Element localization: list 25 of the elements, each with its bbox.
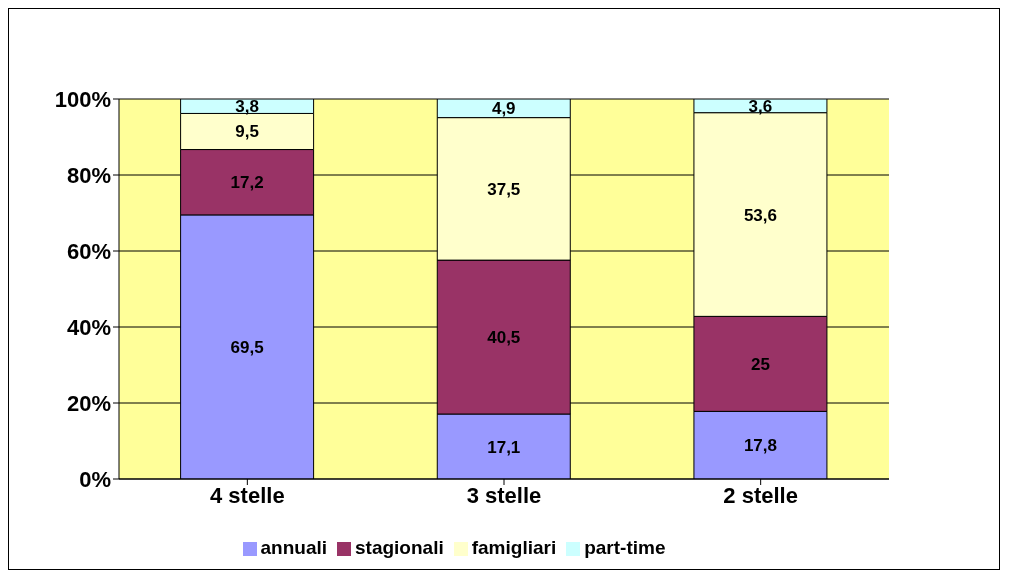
- y-tick-label: 40%: [66, 314, 111, 340]
- data-label: 69,5: [230, 337, 264, 357]
- data-label: 4,9: [491, 99, 516, 119]
- y-tick-label: 80%: [66, 162, 111, 188]
- y-tick-label: 20%: [66, 390, 111, 416]
- x-tick-label: 3 stelle: [466, 482, 542, 508]
- data-label: 9,5: [235, 122, 259, 142]
- data-label: 17,2: [230, 173, 264, 193]
- data-label: 17,8: [743, 436, 777, 456]
- data-label: 53,6: [743, 205, 777, 225]
- legend-label: famigliari: [471, 537, 557, 558]
- x-tick-label: 4 stelle: [210, 482, 285, 508]
- legend-label: part-time: [584, 537, 666, 558]
- data-label: 3,6: [748, 96, 773, 116]
- y-tick-label: 100%: [54, 86, 111, 112]
- data-label: 25: [750, 354, 770, 374]
- legend-label: annuali: [260, 537, 328, 558]
- legend-label: stagionali: [355, 537, 444, 558]
- data-label: 17,1: [487, 437, 521, 457]
- data-label: 37,5: [487, 179, 521, 199]
- x-tick-label: 2 stelle: [723, 482, 798, 508]
- y-tick-label: 60%: [66, 238, 111, 264]
- data-label: 3,8: [235, 97, 259, 117]
- data-label: 40,5: [487, 328, 521, 348]
- y-tick-label: 0%: [79, 466, 111, 492]
